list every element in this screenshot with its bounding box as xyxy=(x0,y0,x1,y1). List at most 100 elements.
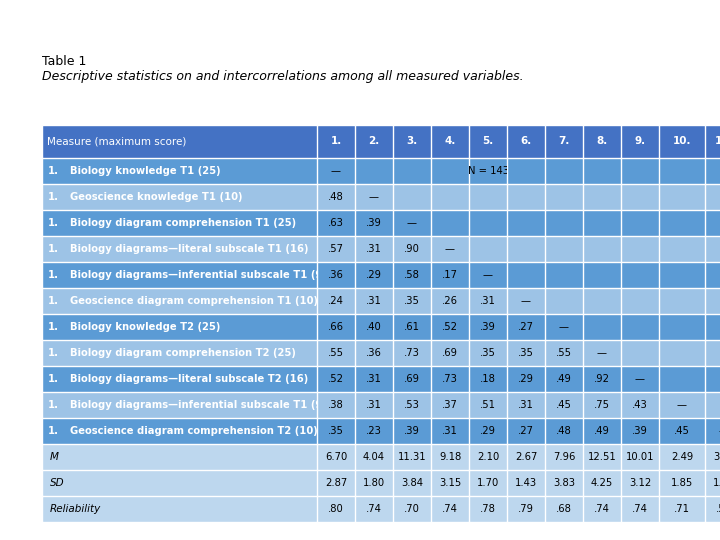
Text: .74: .74 xyxy=(594,504,610,514)
Text: .92: .92 xyxy=(594,374,610,384)
Text: 3.83: 3.83 xyxy=(553,478,575,488)
Text: 2.: 2. xyxy=(369,137,379,146)
Text: .37: .37 xyxy=(442,400,458,410)
Text: 7.96: 7.96 xyxy=(553,452,575,462)
Text: 1.: 1. xyxy=(48,244,59,254)
Text: SD: SD xyxy=(50,478,65,488)
Text: .35: .35 xyxy=(328,426,344,436)
Text: .55: .55 xyxy=(556,348,572,358)
Text: M: M xyxy=(50,452,59,462)
Text: .31: .31 xyxy=(366,244,382,254)
Text: 3.03: 3.03 xyxy=(713,452,720,462)
Text: .45: .45 xyxy=(674,426,690,436)
Text: Biology diagrams—inferential subscale T1 (9): Biology diagrams—inferential subscale T1… xyxy=(70,270,327,280)
Text: —: — xyxy=(445,244,455,254)
Text: 1.: 1. xyxy=(48,218,59,228)
Text: Geoscience diagram comprehension T2 (10): Geoscience diagram comprehension T2 (10) xyxy=(70,426,318,436)
Text: .48: .48 xyxy=(556,426,572,436)
Text: .70: .70 xyxy=(404,504,420,514)
Text: 1.: 1. xyxy=(48,270,59,280)
Text: Biology diagrams—inferential subscale T1 (9): Biology diagrams—inferential subscale T1… xyxy=(70,400,327,410)
Text: .18: .18 xyxy=(480,374,496,384)
Text: .66: .66 xyxy=(328,322,344,332)
Text: .39: .39 xyxy=(404,426,420,436)
Text: .63: .63 xyxy=(328,218,344,228)
Text: 1.: 1. xyxy=(48,166,59,176)
Text: 3.12: 3.12 xyxy=(629,478,651,488)
Text: .48: .48 xyxy=(328,192,344,202)
Text: .79: .79 xyxy=(518,504,534,514)
Text: .57: .57 xyxy=(328,244,344,254)
Text: 2.87: 2.87 xyxy=(325,478,347,488)
Text: —: — xyxy=(369,192,379,202)
Text: 1.: 1. xyxy=(330,137,341,146)
Text: .61: .61 xyxy=(404,322,420,332)
Text: .27: .27 xyxy=(518,322,534,332)
Text: .53: .53 xyxy=(404,400,420,410)
Text: .51: .51 xyxy=(480,400,496,410)
Text: 2.49: 2.49 xyxy=(671,452,693,462)
Text: .55: .55 xyxy=(328,348,344,358)
Text: Biology diagrams—literal subscale T1 (16): Biology diagrams—literal subscale T1 (16… xyxy=(70,244,308,254)
Text: .29: .29 xyxy=(518,374,534,384)
Text: Geoscience diagram comprehension T1 (10): Geoscience diagram comprehension T1 (10) xyxy=(70,296,318,306)
Text: 1.: 1. xyxy=(48,426,59,436)
Text: 1.: 1. xyxy=(48,322,59,332)
Text: 1.67: 1.67 xyxy=(713,478,720,488)
Text: —: — xyxy=(331,166,341,176)
Text: 7.: 7. xyxy=(558,137,570,146)
Text: .73: .73 xyxy=(404,348,420,358)
Text: 10.01: 10.01 xyxy=(626,452,654,462)
Text: N = 143: N = 143 xyxy=(467,166,508,176)
Text: Table 1: Table 1 xyxy=(42,55,86,68)
Text: Biology diagram comprehension T1 (25): Biology diagram comprehension T1 (25) xyxy=(70,218,296,228)
Text: 11.31: 11.31 xyxy=(397,452,426,462)
Text: 9.: 9. xyxy=(634,137,646,146)
Text: .27: .27 xyxy=(518,426,534,436)
Text: .39: .39 xyxy=(366,218,382,228)
Text: .68: .68 xyxy=(556,504,572,514)
Text: .39: .39 xyxy=(480,322,496,332)
Text: .45: .45 xyxy=(556,400,572,410)
Text: .31: .31 xyxy=(442,426,458,436)
Text: .31: .31 xyxy=(366,400,382,410)
Text: .35: .35 xyxy=(518,348,534,358)
Text: 12.51: 12.51 xyxy=(588,452,616,462)
Text: 6.70: 6.70 xyxy=(325,452,347,462)
Text: .31: .31 xyxy=(366,296,382,306)
Text: 1.: 1. xyxy=(48,192,59,202)
Text: .17: .17 xyxy=(442,270,458,280)
Text: .49: .49 xyxy=(594,426,610,436)
Text: .69: .69 xyxy=(404,374,420,384)
Text: 1.: 1. xyxy=(48,296,59,306)
Text: 4.25: 4.25 xyxy=(591,478,613,488)
Text: 1.43: 1.43 xyxy=(515,478,537,488)
Text: .36: .36 xyxy=(366,348,382,358)
Text: Biology knowledge T1 (25): Biology knowledge T1 (25) xyxy=(70,166,220,176)
Text: Reliability: Reliability xyxy=(50,504,102,514)
Text: —: — xyxy=(677,400,687,410)
Text: .35: .35 xyxy=(480,348,496,358)
Text: 2.67: 2.67 xyxy=(515,452,537,462)
Text: 1.85: 1.85 xyxy=(671,478,693,488)
Text: —: — xyxy=(719,426,720,436)
Text: 1.: 1. xyxy=(48,400,59,410)
Text: —: — xyxy=(483,270,493,280)
Text: .36: .36 xyxy=(328,270,344,280)
Text: .43: .43 xyxy=(632,400,648,410)
Text: 4.04: 4.04 xyxy=(363,452,385,462)
Text: 5.: 5. xyxy=(482,137,494,146)
Text: .40: .40 xyxy=(366,322,382,332)
Text: —: — xyxy=(597,348,607,358)
Text: Biology knowledge T2 (25): Biology knowledge T2 (25) xyxy=(70,322,220,332)
Text: .80: .80 xyxy=(328,504,344,514)
Text: .74: .74 xyxy=(442,504,458,514)
Text: Biology diagrams—literal subscale T2 (16): Biology diagrams—literal subscale T2 (16… xyxy=(70,374,308,384)
Text: Descriptive statistics on and intercorrelations among all measured variables.: Descriptive statistics on and intercorre… xyxy=(42,70,523,83)
Text: .58: .58 xyxy=(404,270,420,280)
Text: .24: .24 xyxy=(328,296,344,306)
Text: 1.80: 1.80 xyxy=(363,478,385,488)
Text: .31: .31 xyxy=(366,374,382,384)
Text: —: — xyxy=(407,218,417,228)
Text: —: — xyxy=(635,374,645,384)
